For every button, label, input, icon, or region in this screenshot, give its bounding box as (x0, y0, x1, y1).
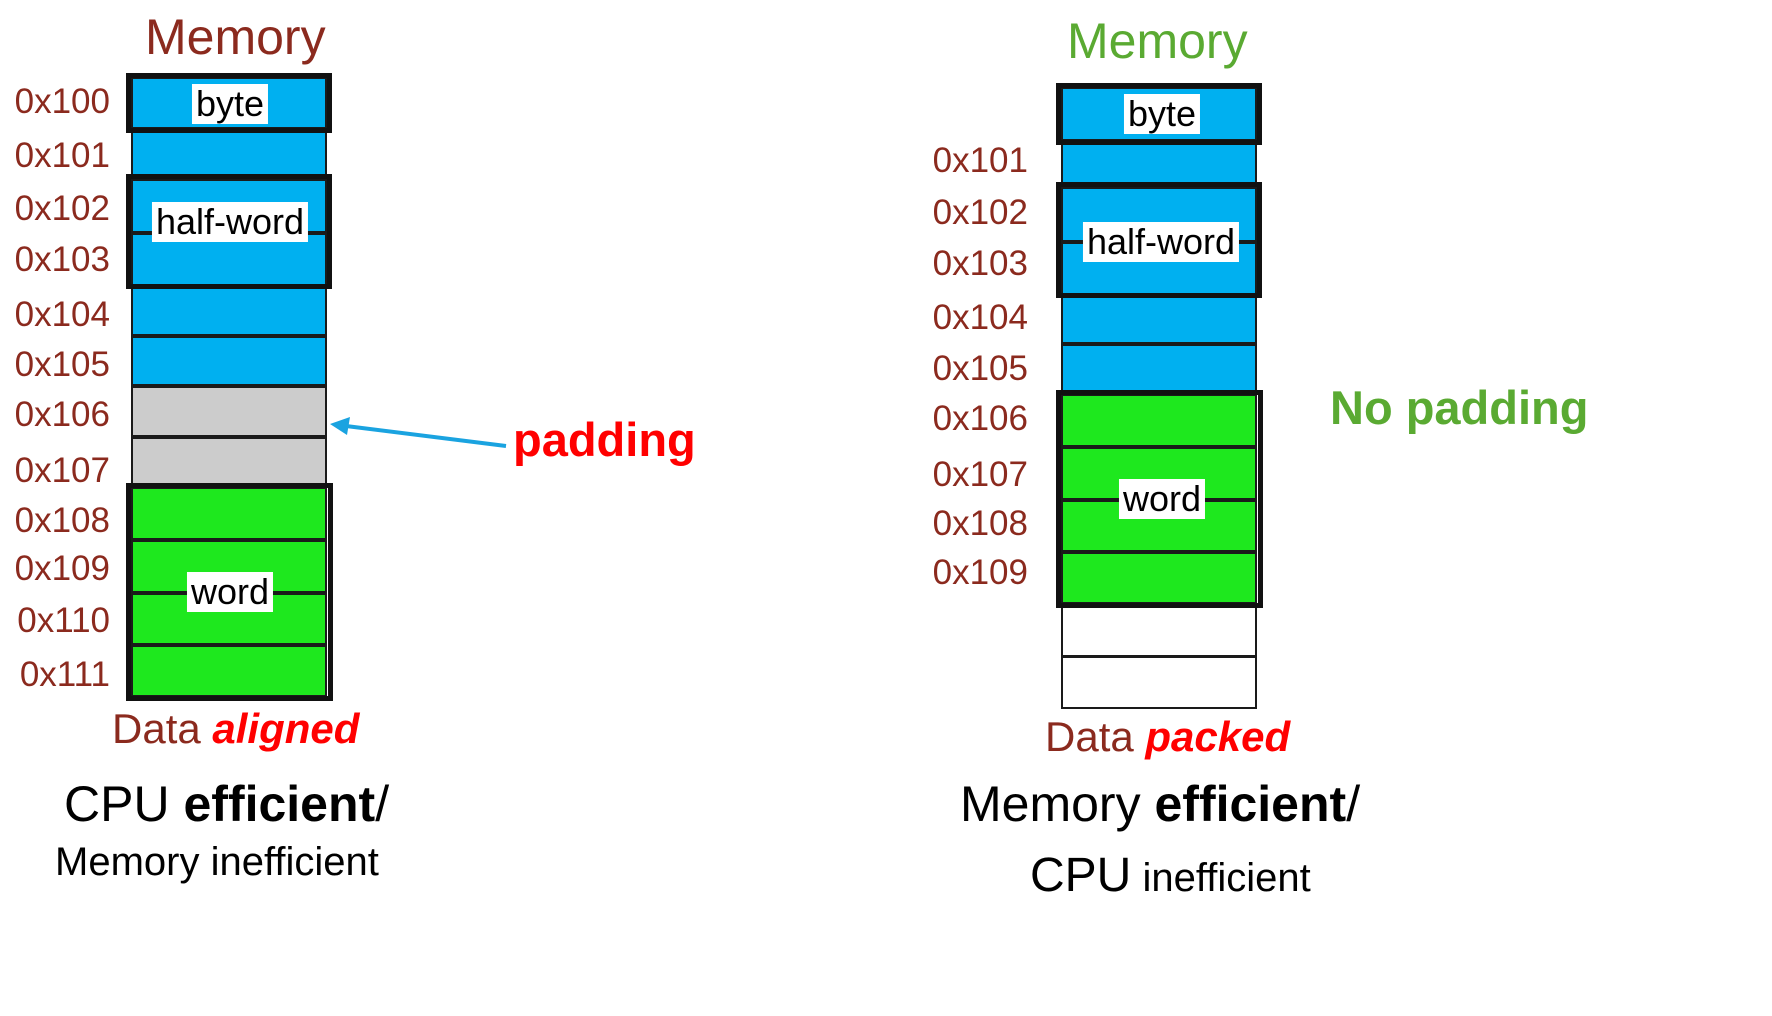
right-caption: Data packed (1045, 713, 1290, 761)
left-address-0: 0x100 (14, 82, 110, 121)
right-memory-title: Memory (1067, 13, 1248, 69)
left-address-8: 0x108 (14, 501, 110, 540)
left-caption-emphasis: aligned (212, 705, 360, 752)
right-address-7: 0x108 (932, 504, 1028, 543)
left-caption-prefix: Data (112, 705, 201, 752)
right-address-1: 0x102 (932, 193, 1028, 232)
right-cell-0x106 (1061, 394, 1257, 447)
left-address-2: 0x102 (14, 189, 110, 228)
left-address-1: 0x101 (14, 136, 110, 175)
right-cell-empty-2 (1061, 656, 1257, 709)
left-cell-0x105 (131, 336, 327, 386)
left-summary-efficient: efficient (183, 776, 376, 832)
right-summary-line2: CPU inefficient (1030, 848, 1311, 903)
left-address-3: 0x103 (14, 240, 110, 279)
padding-arrow-icon (330, 417, 507, 448)
right-address-8: 0x109 (932, 553, 1028, 592)
right-word-group-outline (1056, 390, 1263, 608)
right-byte-tag: byte (1123, 94, 1201, 134)
left-cell-0x104 (131, 286, 327, 336)
right-caption-emphasis: packed (1145, 713, 1291, 760)
right-address-3: 0x104 (932, 298, 1028, 337)
right-address-2: 0x103 (932, 244, 1028, 283)
left-address-9: 0x109 (14, 549, 110, 588)
left-summary-slash: / (375, 776, 390, 832)
left-half-word-group-outline (126, 174, 332, 289)
right-cell-empty-1 (1061, 604, 1257, 657)
right-cell-0x104 (1061, 295, 1257, 344)
padding-label: padding (513, 413, 696, 466)
left-summary-cpu: CPU (64, 776, 170, 832)
right-address-4: 0x105 (932, 349, 1028, 388)
right-half-word-group-outline (1056, 182, 1262, 298)
right-cell-0x105 (1061, 344, 1257, 394)
left-address-5: 0x105 (14, 345, 110, 384)
right-summary-line1: Memory efficient/ (960, 775, 1360, 833)
left-memory-title: Memory (145, 9, 326, 65)
left-summary-inefficient: inefficient (210, 840, 379, 884)
no-padding-label: No padding (1330, 381, 1589, 434)
left-address-4: 0x104 (14, 295, 110, 334)
right-summary-slash: / (1346, 776, 1361, 832)
left-cell-0x108 (131, 487, 327, 540)
left-word-tag: word (186, 572, 274, 612)
right-word-tag: word (1118, 479, 1206, 519)
right-summary-cpu: CPU (1030, 849, 1132, 902)
right-summary-memory: Memory (960, 776, 1141, 832)
left-address-7: 0x107 (14, 451, 110, 490)
left-caption: Data aligned (112, 705, 359, 753)
left-address-10: 0x110 (17, 601, 110, 640)
left-summary-line1: CPU efficient/ (64, 775, 389, 833)
left-cell-0x106-padding (131, 386, 327, 437)
right-byte-group-outline (1056, 83, 1262, 145)
right-address-0: 0x101 (932, 141, 1028, 180)
right-half-word-tag: half-word (1082, 222, 1240, 262)
left-summary-line2: Memory inefficient (55, 840, 379, 885)
left-cell-0x101 (131, 129, 327, 179)
left-byte-tag: byte (191, 84, 269, 124)
right-summary-efficient: efficient (1154, 776, 1347, 832)
left-address-6: 0x106 (14, 395, 110, 434)
left-cell-0x111 (131, 645, 327, 697)
right-caption-prefix: Data (1045, 713, 1134, 760)
right-cell-0x101 (1061, 141, 1257, 187)
right-address-5: 0x106 (932, 399, 1028, 438)
left-word-group-outline (126, 483, 333, 701)
left-address-11: 0x111 (19, 655, 110, 694)
right-address-6: 0x107 (932, 455, 1028, 494)
left-byte-group-outline (126, 73, 332, 133)
left-half-word-tag: half-word (151, 202, 309, 242)
right-summary-inefficient: inefficient (1142, 856, 1311, 900)
left-cell-0x107-padding (131, 437, 327, 487)
left-summary-memory: Memory (55, 840, 200, 884)
